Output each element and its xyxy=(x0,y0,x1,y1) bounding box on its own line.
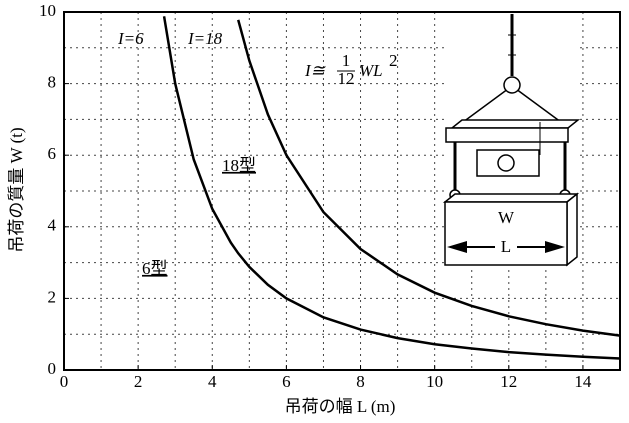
y-tick-label: 8 xyxy=(48,73,57,92)
beam xyxy=(446,128,568,142)
load-weight-label: W xyxy=(498,208,515,227)
x-tick-label: 10 xyxy=(426,372,443,391)
x-tick-label: 14 xyxy=(574,372,592,391)
formula-num: 1 xyxy=(342,51,351,70)
formula: I≅ 1 12 WL 2 xyxy=(304,51,398,88)
x-tick-label: 6 xyxy=(282,372,291,391)
chart: 吊荷の幅 L (m) 吊荷の質量 W (t) I=6 I=18 18型 6型 I… xyxy=(0,0,629,423)
y-tick-label: 2 xyxy=(48,287,57,306)
x-tick-label: 2 xyxy=(134,372,143,391)
x-tick-label: 4 xyxy=(208,372,217,391)
y-tick-label: 4 xyxy=(48,216,57,235)
hoist-drum xyxy=(498,155,514,171)
load-length-label: L xyxy=(501,237,511,256)
load-side xyxy=(567,194,577,265)
x-tick-label: 0 xyxy=(60,372,69,391)
curve-label: 6型 xyxy=(142,259,168,278)
beam-top xyxy=(452,120,578,128)
x-axis-label: 吊荷の幅 L (m) xyxy=(285,397,396,416)
y-tick-label: 10 xyxy=(39,1,56,20)
y-tick-label: 6 xyxy=(48,144,57,163)
formula-rhs: WL xyxy=(359,61,383,80)
x-tick-label: 12 xyxy=(500,372,517,391)
shackle xyxy=(504,77,520,93)
curve-label: 18型 xyxy=(222,156,256,175)
y-axis-label: 吊荷の質量 W (t) xyxy=(7,127,26,252)
formula-lhs: I≅ xyxy=(304,61,326,80)
y-tick-label: 0 xyxy=(48,359,57,378)
curve-name: I=6 xyxy=(117,29,144,48)
curve-name: I=18 xyxy=(187,29,223,48)
formula-den: 12 xyxy=(338,69,355,88)
formula-exp: 2 xyxy=(389,51,398,70)
load-top xyxy=(445,194,577,202)
x-tick-label: 8 xyxy=(356,372,365,391)
illustration: W L xyxy=(445,10,580,270)
